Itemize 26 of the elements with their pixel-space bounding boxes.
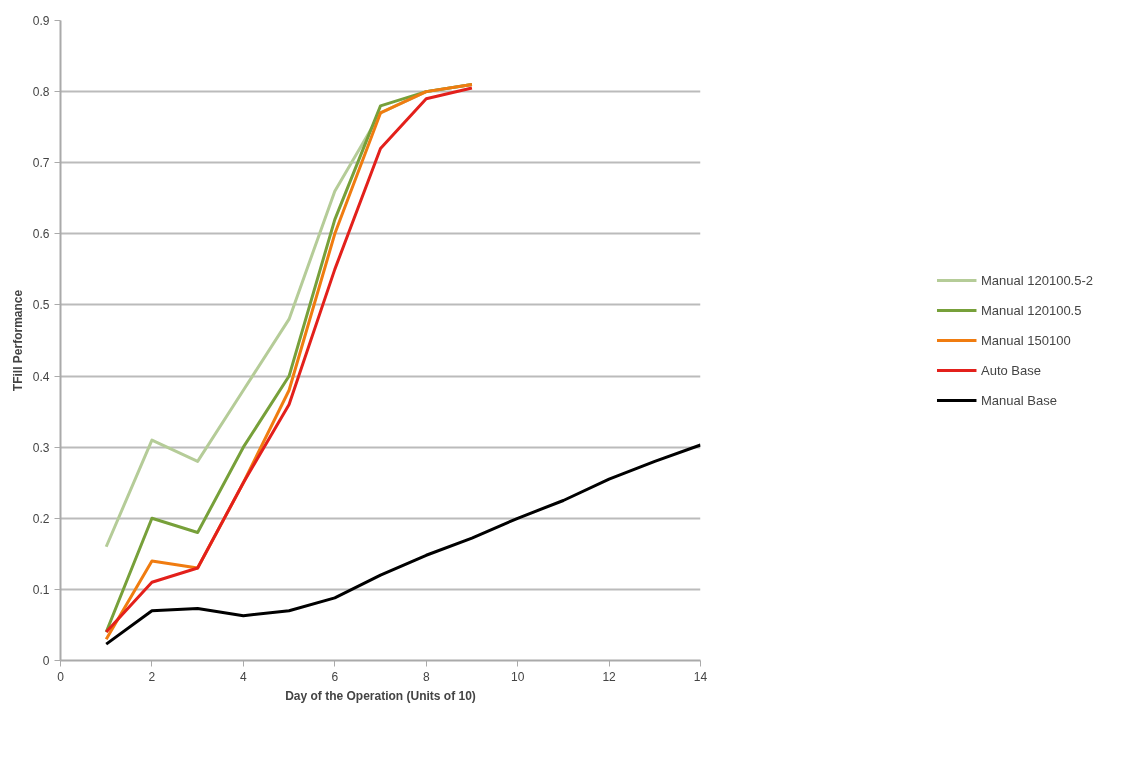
x-tick-label: 10	[510, 669, 525, 684]
y-tick-label: 0.8	[32, 85, 50, 100]
legend-label: Manual 120100.5	[980, 302, 1082, 318]
legend-label: Manual 120100.5-2	[980, 272, 1094, 288]
y-tick-label: 0.5	[32, 298, 50, 313]
x-tick-label: 14	[693, 669, 708, 684]
x-tick-label: 8	[422, 669, 430, 684]
y-tick-label: 0.2	[32, 511, 50, 526]
x-tick-label: 2	[148, 669, 156, 684]
y-tick-label: 0.7	[32, 156, 50, 171]
x-tick-label: 6	[331, 669, 339, 684]
y-tick-label: 0.3	[32, 440, 50, 455]
y-tick-label: 0.1	[32, 582, 50, 597]
line-series	[104, 443, 701, 646]
x-axis-title: Day of the Operation (Units of 10)	[285, 688, 476, 703]
x-tick-label: 4	[240, 669, 248, 684]
y-tick-label: 0.9	[32, 14, 50, 28]
x-tick-label: 0	[57, 669, 65, 684]
legend-label: Manual 150100	[980, 332, 1071, 348]
y-tick-label: 0	[42, 654, 50, 668]
y-tick-label: 0.4	[32, 369, 50, 384]
y-axis-title: TFill Performance	[10, 289, 25, 392]
y-tick-label: 0.6	[32, 227, 50, 242]
x-tick-label: 12	[602, 669, 617, 684]
legend-label: Manual Base	[980, 392, 1057, 408]
legend-label: Auto Base	[980, 362, 1041, 378]
